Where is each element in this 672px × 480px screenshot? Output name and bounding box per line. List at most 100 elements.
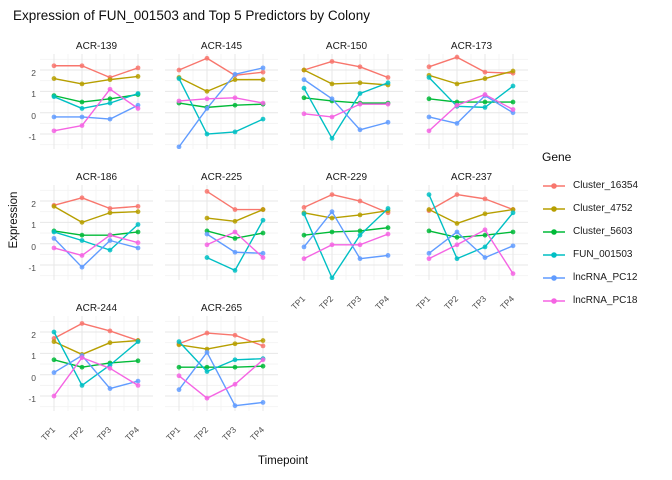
data-point-Cluster_4752	[232, 341, 238, 347]
facet-ACR-244: ACR-244	[40, 302, 153, 411]
data-point-lncRNA_PC12	[329, 209, 335, 215]
legend-entry-Cluster_5603: Cluster_5603	[542, 220, 668, 243]
x-tick-label: TP4	[373, 293, 392, 312]
facet-strip-label: ACR-237	[450, 172, 493, 183]
data-point-FUN_001503	[232, 267, 238, 273]
y-tick-label: 2	[31, 330, 36, 340]
data-point-lncRNA_PC18	[329, 242, 335, 248]
facet-ACR-145: ACR-145	[165, 40, 278, 149]
data-point-Cluster_4752	[482, 76, 488, 81]
data-point-Cluster_4752	[510, 68, 516, 74]
data-point-lncRNA_PC18	[232, 381, 238, 387]
data-point-lncRNA_PC12	[176, 387, 182, 393]
data-point-FUN_001503	[204, 369, 210, 374]
legend-entry-FUN_001503: FUN_001503	[542, 243, 668, 266]
data-point-Cluster_5603	[204, 364, 210, 370]
legend-title: Gene	[542, 150, 572, 164]
legend-label: Cluster_4752	[573, 203, 633, 214]
data-point-Cluster_4752	[260, 207, 266, 212]
data-point-FUN_001503	[232, 357, 238, 363]
data-point-Cluster_16354	[454, 54, 460, 60]
data-point-Cluster_5603	[301, 95, 307, 101]
series-line-lncRNA_PC12	[178, 67, 264, 148]
data-point-Cluster_16354	[51, 63, 57, 69]
data-point-lncRNA_PC18	[329, 114, 335, 120]
data-point-lncRNA_PC18	[107, 86, 113, 92]
data-point-Cluster_16354	[176, 67, 182, 73]
data-point-lncRNA_PC12	[385, 253, 391, 258]
data-point-FUN_001503	[426, 192, 432, 198]
data-point-Cluster_16354	[260, 343, 266, 349]
data-point-Cluster_4752	[51, 76, 57, 81]
x-tick-label: TP2	[317, 293, 336, 312]
y-tick-label: 1	[31, 220, 36, 231]
series-line-Cluster_16354	[178, 57, 264, 77]
data-point-Cluster_5603	[260, 230, 266, 236]
legend-key-icon	[543, 182, 565, 189]
y-tick-label: -1	[28, 394, 36, 405]
y-tick-label: 2	[31, 199, 36, 209]
data-point-FUN_001503	[426, 75, 432, 80]
data-point-lncRNA_PC18	[51, 128, 57, 134]
data-point-Cluster_5603	[357, 228, 363, 234]
data-point-Cluster_5603	[51, 357, 57, 363]
legend-key-icon	[543, 251, 565, 258]
data-point-FUN_001503	[357, 232, 363, 238]
facet-strip-label: ACR-265	[200, 303, 243, 314]
data-point-lncRNA_PC12	[51, 370, 57, 375]
data-point-lncRNA_PC12	[135, 245, 141, 251]
data-point-Cluster_16354	[329, 192, 335, 198]
series-line-FUN_001503	[53, 331, 139, 387]
series-line-Cluster_5603	[428, 230, 514, 239]
facet-ACR-186: ACR-186	[40, 171, 153, 280]
data-point-lncRNA_PC18	[135, 106, 141, 111]
data-point-Cluster_5603	[232, 364, 238, 370]
data-point-Cluster_5603	[135, 358, 141, 364]
series-line-FUN_001503	[303, 207, 389, 279]
data-point-Cluster_16354	[204, 55, 210, 61]
data-point-lncRNA_PC12	[79, 264, 85, 270]
data-point-lncRNA_PC12	[260, 65, 266, 71]
data-point-lncRNA_PC18	[204, 395, 210, 401]
data-point-lncRNA_PC18	[454, 242, 460, 248]
data-point-lncRNA_PC18	[176, 98, 182, 104]
data-point-lncRNA_PC18	[426, 256, 432, 262]
x-tick-label: TP1	[164, 424, 183, 443]
data-point-lncRNA_PC18	[454, 102, 460, 108]
series-line-lncRNA_PC18	[303, 233, 389, 260]
data-point-Cluster_4752	[357, 80, 363, 86]
x-tick-label: TP4	[498, 293, 517, 312]
data-point-Cluster_4752	[232, 218, 238, 224]
facet-strip-label: ACR-229	[325, 172, 368, 183]
facet-ACR-237: ACR-237	[415, 171, 528, 280]
series-line-Cluster_16354	[54, 65, 139, 79]
series-line-Cluster_16354	[303, 193, 389, 214]
facet-strip-label: ACR-173	[450, 41, 493, 52]
data-point-Cluster_4752	[301, 67, 307, 73]
data-point-lncRNA_PC18	[301, 256, 307, 262]
facet-ACR-229: ACR-229	[290, 171, 403, 280]
data-point-Cluster_5603	[426, 228, 432, 234]
facet-panel	[165, 54, 278, 149]
facet-ACR-173: ACR-173	[415, 40, 528, 149]
data-point-lncRNA_PC18	[176, 373, 182, 379]
series-line-lncRNA_PC18	[53, 88, 139, 132]
data-point-FUN_001503	[357, 91, 363, 96]
data-point-Cluster_16354	[135, 65, 141, 71]
data-point-lncRNA_PC12	[204, 106, 210, 111]
data-point-lncRNA_PC18	[482, 92, 488, 97]
facet-panel	[290, 185, 403, 280]
data-point-FUN_001503	[51, 94, 57, 100]
data-point-Cluster_16354	[357, 198, 363, 204]
data-point-Cluster_16354	[301, 205, 307, 210]
data-point-lncRNA_PC18	[204, 242, 210, 248]
y-axis-title: Expression	[8, 191, 20, 249]
series-line-FUN_001503	[428, 194, 514, 260]
data-point-lncRNA_PC18	[135, 240, 141, 246]
series-line-Cluster_16354	[303, 60, 389, 79]
series-line-lncRNA_PC18	[428, 229, 514, 274]
series-line-lncRNA_PC18	[53, 234, 139, 257]
series-line-FUN_001503	[428, 76, 514, 109]
data-point-Cluster_5603	[79, 99, 85, 105]
data-point-FUN_001503	[107, 100, 113, 106]
